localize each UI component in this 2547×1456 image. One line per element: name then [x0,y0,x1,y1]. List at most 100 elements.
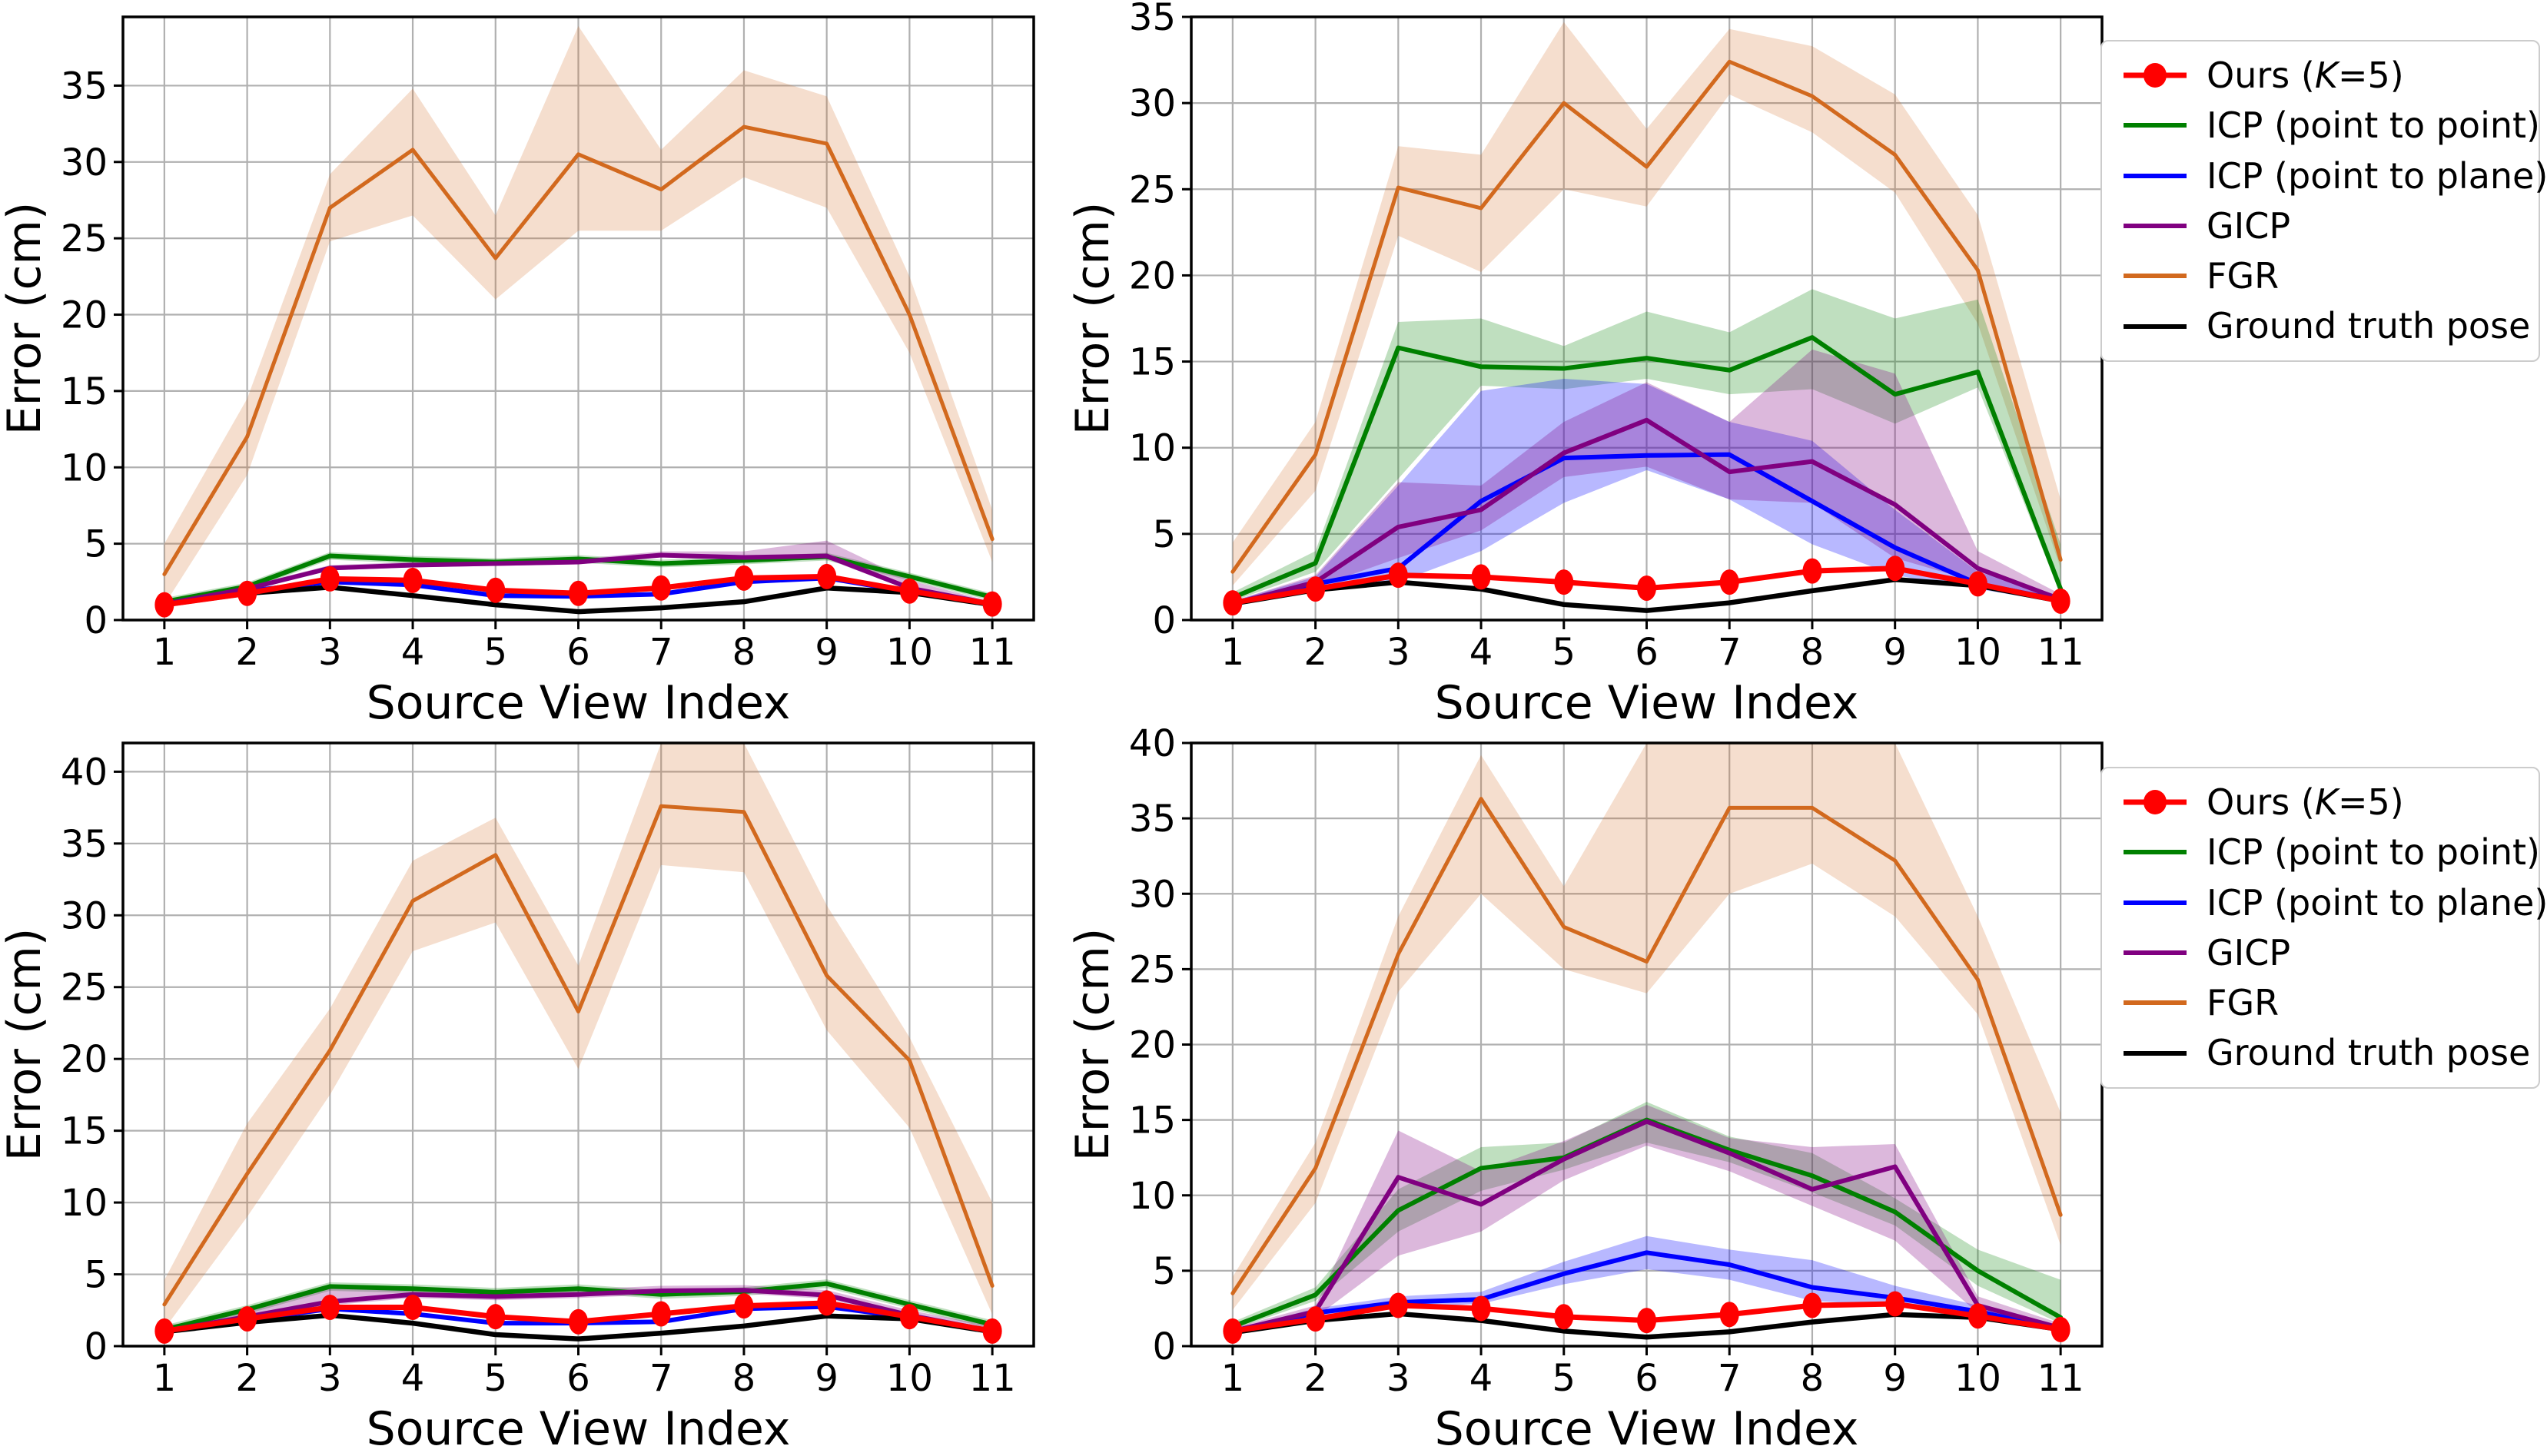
x-tick-label: 6 [1635,631,1659,674]
legend-swatch-ours-icon [2124,790,2187,815]
panel-bottom-right: 1 2 3 4 5 6 7 8 9 10 11 0 5 10 15 20 25 30 35 40 Source View… [1068,726,2114,1456]
legend-item-ours: Ours (K=5) [2122,57,2519,94]
marker-dot [1471,564,1491,590]
legend-swatch-gt-icon [2124,1050,2187,1056]
legend-label-fgr: FGR [2207,984,2279,1021]
x-tick-label: 11 [2037,1357,2084,1400]
legend-label-gicp: GICP [2207,934,2290,971]
legend-label-fgr: FGR [2207,257,2279,294]
x-tick-label: 1 [153,631,177,674]
panel-top-left: 1 2 3 4 5 6 7 8 9 10 11 0 5 10 15 20 25 30 35 Source View I… [0,0,1068,726]
marker-dot [1223,1318,1243,1344]
x-tick-label: 9 [1883,1357,1907,1400]
marker-dot [817,1290,837,1316]
legend-item-icp_p2l: ICP (point to plane) [2122,157,2547,194]
x-tick-label: 6 [1635,1357,1659,1400]
series-markers-ours [1223,1291,2070,1344]
y-axis-label: Error (cm) [1068,202,1120,436]
marker-dot [1554,569,1574,595]
legend-label-part: Ours ( [2207,55,2315,96]
x-tick-label: 8 [1801,631,1825,674]
marker-dot [1802,1292,1822,1318]
legend-item-fgr: FGR [2122,257,2519,294]
legend-label-part: GICP [2207,931,2291,973]
legend-label-part: GICP [2207,204,2291,247]
y-tick-label: 0 [1152,599,1176,642]
marker-dot [320,565,340,592]
series-band-icp_p2l [1232,379,2061,605]
marker-dot [569,1308,588,1335]
legend-label-part: ICP (point to plane) [2207,154,2547,197]
legend-label-part: =5) [2337,781,2404,823]
series-line-fgr [162,124,995,576]
y-tick-label: 40 [61,751,108,794]
legend-item-icp_p2p: ICP (point to point) [2122,107,2540,144]
y-tick-label: 20 [61,1038,108,1081]
y-tick-label: 20 [1129,254,1176,297]
y-tick-labels: 0 5 10 15 20 25 30 35 40 [61,751,108,1368]
y-tick-label: 15 [1129,1099,1176,1143]
x-tick-label: 6 [566,1357,590,1400]
series-band-gicp [1232,349,2061,605]
series-line-fgr [1230,59,2063,574]
y-tick-label: 30 [1129,82,1176,125]
legend-label-icp_p2l: ICP (point to plane) [2207,154,2547,197]
y-tick-label: 5 [84,523,108,566]
legend-label-italic-part: K [2314,55,2338,96]
x-tick-label: 10 [886,631,933,674]
x-tick-label: 8 [732,1357,756,1400]
legend-label-part: =5) [2337,55,2404,96]
legend-label-part: ICP (point to point) [2207,104,2540,147]
x-tick-labels: 1 2 3 4 5 6 7 8 9 10 11 [153,631,1016,674]
legend-label-gicp: GICP [2207,207,2290,244]
legend-label-gt: Ground truth pose [2207,1034,2530,1071]
tick-marks [1182,15,2062,629]
series-line-fgr [1230,797,2063,1295]
series-line-gicp [161,1288,995,1334]
x-axis-label: Source View Index [367,1402,791,1456]
x-tick-label: 1 [153,1357,177,1400]
series-line-icp_p2p [1230,335,2064,600]
y-axis-label: Error (cm) [0,202,51,436]
series-line-gt [161,585,995,615]
marker-dot [1885,556,1905,582]
x-tick-labels: 1 2 3 4 5 6 7 8 9 10 11 [1221,631,2084,674]
x-tick-label: 10 [886,1357,933,1400]
y-tick-label: 0 [1152,1325,1176,1368]
chart-top-right: 1 2 3 4 5 6 7 8 9 10 11 0 5 10 15 20 25 30 35 Source View I… [1068,0,2104,726]
series-line-gt [1230,1311,2064,1340]
y-tick-label: 0 [84,599,108,642]
series-line-icp_p2p [161,1281,995,1332]
legend-label-ours: Ours (K=5) [2207,57,2404,94]
y-tick-label: 10 [1129,1175,1176,1218]
legend-label-part: Ground truth pose [2207,1032,2531,1074]
x-axis-label: Source View Index [1435,676,1859,726]
y-tick-label: 35 [61,65,108,108]
legend-label-part: FGR [2207,982,2280,1024]
x-tick-label: 7 [649,631,673,674]
legend-label-part: Ground truth pose [2207,305,2531,347]
legend-label-icp_p2p: ICP (point to point) [2207,107,2540,144]
y-tick-label: 5 [1152,1250,1176,1293]
marker-dot [403,1295,423,1321]
series-band-gicp [1232,1105,2061,1333]
y-tick-label: 10 [1129,427,1176,470]
gridlines [123,17,1034,620]
x-tick-label: 3 [318,1357,342,1400]
marker-dot [734,1293,754,1319]
x-tick-label: 7 [1718,1357,1742,1400]
x-axis-label: Source View Index [1435,1402,1859,1456]
tick-marks [1182,741,2062,1355]
series-markers-ours [1223,556,2070,616]
legend-item-icp_p2p: ICP (point to point) [2122,834,2540,871]
marker-dot [1885,1291,1905,1317]
x-tick-label: 10 [1954,1357,2001,1400]
marker-dot [982,1318,1002,1344]
y-tick-label: 15 [61,370,108,413]
marker-dot [2051,588,2070,614]
series-band-fgr [1232,22,2061,586]
y-tick-label: 10 [61,446,108,489]
x-tick-label: 8 [732,631,756,674]
legend-label-icp_p2p: ICP (point to point) [2207,834,2540,871]
x-tick-label: 5 [483,631,507,674]
